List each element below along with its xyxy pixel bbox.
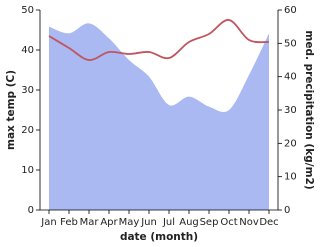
- x-tick-label: Nov: [239, 217, 259, 228]
- x-tick-label: Jan: [40, 217, 56, 228]
- x-tick-label: Feb: [60, 217, 78, 228]
- y-tick-label: 50: [21, 5, 34, 16]
- y-tick-label: 30: [21, 85, 34, 96]
- y-tick-label: 0: [28, 205, 34, 216]
- y2-tick-label: 60: [284, 5, 297, 16]
- y-tick-label: 40: [21, 45, 34, 56]
- y2-tick-label: 50: [284, 38, 297, 49]
- x-tick-label: Dec: [259, 217, 278, 228]
- y-tick-label: 10: [21, 165, 34, 176]
- x-tick-label: Oct: [220, 217, 237, 228]
- x-tick-label: Mar: [80, 217, 100, 228]
- x-tick-label: Jul: [162, 217, 175, 228]
- x-tick-label: May: [119, 217, 140, 228]
- y2-tick-label: 40: [284, 72, 297, 83]
- x-axis-label: date (month): [120, 231, 198, 243]
- y-tick-label: 20: [21, 125, 34, 136]
- y2-tick-label: 20: [284, 138, 297, 149]
- x-tick-label: Sep: [200, 217, 219, 228]
- y2-tick-label: 30: [284, 105, 297, 116]
- temperature-line: [48, 19, 270, 61]
- precipitation-area: [49, 23, 269, 211]
- y2-axis-label: med. precipitation (kg/m2): [303, 30, 315, 189]
- y2-tick-label: 10: [284, 172, 297, 183]
- x-tick-label: Aug: [179, 217, 199, 228]
- y-axis-label: max temp (C): [5, 70, 17, 150]
- y2-tick-label: 0: [284, 205, 290, 216]
- x-tick-label: Apr: [100, 217, 118, 228]
- x-tick-label: Jun: [140, 217, 157, 228]
